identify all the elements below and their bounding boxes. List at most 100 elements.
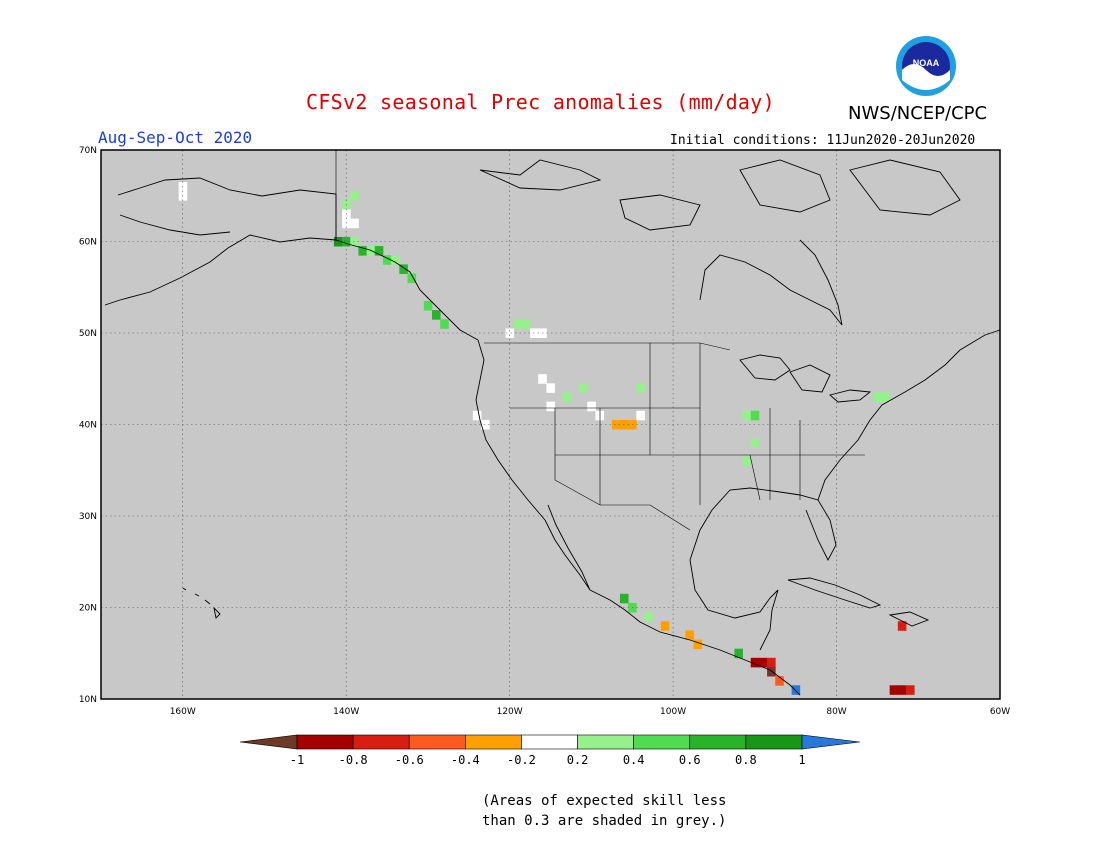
lat-tick-label: 50N	[79, 329, 97, 339]
colorbar-segment	[577, 734, 634, 750]
anomaly-cell	[513, 319, 523, 329]
lat-tick-label: 10N	[79, 695, 97, 705]
longitude-labels: 160W 140W 120W 100W 80W 60W	[170, 707, 1011, 717]
anomaly-cell	[685, 630, 694, 640]
colorbar-segment	[521, 734, 578, 750]
anomaly-cell	[472, 410, 482, 421]
colorbar-segment	[745, 734, 803, 750]
anomaly-cell	[873, 392, 882, 403]
organization-label: NWS/NCEP/CPC	[848, 103, 988, 124]
graticule	[101, 150, 1000, 699]
anomaly-cell	[791, 685, 801, 695]
colorbar-label: -0.8	[339, 753, 368, 767]
anomaly-cell	[350, 218, 359, 229]
colorbar-label: -0.4	[451, 753, 480, 767]
colorbar-label: 0.4	[623, 753, 645, 767]
anomaly-cell	[333, 236, 343, 247]
map-background	[101, 150, 1000, 699]
anomaly-cell	[587, 401, 596, 412]
lon-tick-label: 80W	[826, 707, 846, 717]
map-frame	[100, 149, 1001, 700]
colorbar-label: 0.6	[679, 753, 701, 767]
anomaly-cell	[382, 255, 392, 265]
anomaly-cell	[767, 657, 776, 668]
colorbar-label: -0.6	[395, 753, 424, 767]
anomaly-cell	[350, 236, 359, 247]
anomaly-cell	[897, 621, 907, 631]
anomaly-cell	[391, 255, 400, 265]
lon-tick-label: 120W	[497, 707, 523, 717]
colorbar-segment	[633, 734, 691, 750]
lon-tick-label: 160W	[170, 707, 196, 717]
anomaly-cell	[750, 410, 760, 421]
initial-conditions-label: Initial conditions: 11Jun2020-20Jun2020	[670, 133, 976, 148]
anomaly-cell	[693, 639, 703, 650]
anomaly-cell	[350, 191, 359, 201]
lat-tick-label: 40N	[79, 421, 97, 431]
latitude-labels: 70N 60N 50N 40N 30N 20N 10N	[79, 146, 97, 705]
noaa-logo-text: NOAA	[913, 58, 940, 68]
anomaly-cell	[881, 392, 891, 403]
noaa-logo: NOAA	[896, 36, 956, 96]
anomaly-cell	[906, 685, 915, 695]
lat-tick-label: 20N	[79, 604, 97, 614]
anomaly-cell	[546, 383, 555, 393]
colorbar-segment	[465, 734, 522, 750]
lon-tick-label: 60W	[990, 707, 1010, 717]
lat-tick-label: 30N	[79, 512, 97, 522]
political-boundaries	[335, 150, 865, 531]
anomaly-cell	[660, 621, 670, 631]
lat-tick-label: 60N	[79, 238, 97, 248]
anomaly-cell	[440, 319, 449, 329]
skill-note-line2: than 0.3 are shaded in grey.)	[482, 813, 727, 829]
colorbar-segment	[408, 734, 466, 750]
chart-title: CFSv2 seasonal Prec anomalies (mm/day)	[306, 90, 775, 114]
colorbar-label: 0.8	[735, 753, 757, 767]
anomaly-cell	[579, 383, 588, 393]
anomaly-cell	[636, 410, 645, 421]
anomaly-cell	[897, 685, 907, 695]
anomaly-cell	[538, 374, 547, 384]
anomaly-cell	[431, 310, 441, 320]
anomaly-cell	[750, 657, 760, 668]
anomaly-cell	[734, 648, 743, 659]
anomaly-cell	[611, 419, 621, 430]
lon-tick-label: 100W	[660, 707, 686, 717]
colorbar-label: -0.2	[507, 753, 536, 767]
anomaly-cell	[636, 383, 645, 393]
lat-tick-label: 70N	[79, 146, 97, 156]
anomaly-cell	[505, 328, 515, 338]
anomaly-cell	[767, 666, 776, 677]
colorbar-segment	[352, 734, 410, 750]
colorbar-arrow-high	[801, 734, 861, 750]
anomaly-cell	[521, 319, 531, 329]
anomaly-cell	[619, 593, 629, 604]
colorbar-label: -1	[290, 753, 304, 767]
lon-tick-label: 140W	[333, 707, 359, 717]
colorbar	[239, 734, 861, 750]
anomaly-cell	[342, 236, 351, 247]
map-figure: NOAA	[79, 36, 1011, 767]
colorbar-arrow-low	[239, 734, 298, 750]
colorbar-labels: -1 -0.8 -0.6 -0.4 -0.2 0.2 0.4 0.6 0.8 1	[290, 753, 806, 767]
colorbar-label: 1	[798, 753, 805, 767]
coastlines	[104, 159, 1001, 696]
colorbar-label: 0.2	[567, 753, 589, 767]
anomaly-cell	[562, 392, 572, 403]
anomaly-cell	[889, 685, 899, 695]
anomaly-cell	[742, 410, 752, 421]
season-label: Aug-Sep-Oct 2020	[98, 128, 253, 147]
anomaly-cell	[644, 612, 654, 622]
anomaly-cell	[374, 246, 384, 256]
anomaly-cell	[742, 456, 752, 467]
anomaly-cell	[407, 273, 417, 284]
colorbar-segment	[296, 734, 354, 750]
anomaly-cell	[423, 300, 433, 311]
anomaly-cell	[399, 264, 408, 274]
anomaly-layer	[178, 182, 915, 695]
anomaly-cell	[775, 676, 784, 686]
anomaly-cell	[481, 419, 490, 430]
anomaly-cell	[750, 438, 760, 448]
anomaly-cell	[358, 246, 368, 256]
skill-note-line1: (Areas of expected skill less	[482, 793, 727, 809]
